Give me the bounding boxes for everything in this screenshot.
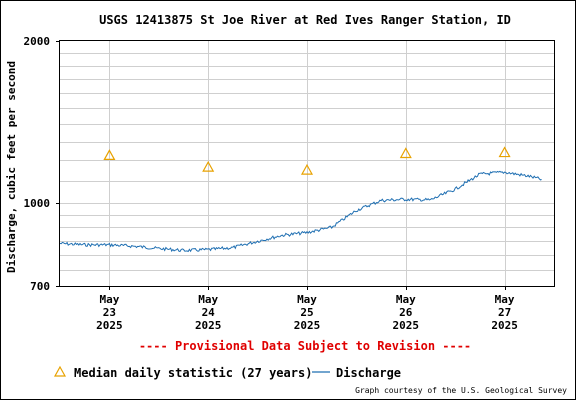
- x-tick-label: 25: [300, 306, 313, 319]
- x-tick-label: 2025: [96, 319, 123, 332]
- x-tick-label: May: [198, 293, 218, 306]
- median-series: [103, 146, 511, 175]
- legend-triangle-icon: [53, 365, 67, 377]
- grid: [60, 41, 554, 286]
- legend-median-label: Median daily statistic (27 years): [74, 366, 312, 380]
- x-tick-label: 26: [399, 306, 413, 319]
- median-triangle-marker: [498, 146, 511, 158]
- x-tick-labels: May232025May242025May252025May262025May2…: [96, 286, 518, 332]
- median-triangle-marker: [103, 149, 116, 161]
- x-tick-label: May: [495, 293, 515, 306]
- x-tick-label: May: [396, 293, 416, 306]
- y-axis-label: Discharge, cubic feet per second: [5, 61, 18, 273]
- y-tick-labels: 2000 1000 700: [24, 35, 60, 293]
- provisional-note: ---- Provisional Data Subject to Revisio…: [139, 339, 471, 353]
- x-tick-label: 2025: [294, 319, 321, 332]
- discharge-series: [59, 170, 542, 253]
- x-tick-label: 23: [103, 306, 116, 319]
- credit-text: Graph courtesy of the U.S. Geological Su…: [355, 386, 567, 395]
- y-tick-label: 1000: [24, 197, 51, 210]
- x-tick-label: May: [297, 293, 317, 306]
- legend-discharge-label: Discharge: [336, 366, 401, 380]
- x-tick-label: 27: [498, 306, 511, 319]
- discharge-line: [59, 170, 542, 253]
- x-tick-label: 2025: [393, 319, 420, 332]
- x-tick-label: 24: [202, 306, 216, 319]
- median-triangle-marker: [399, 147, 412, 159]
- y-tick-label: 700: [30, 280, 50, 293]
- y-tick-label: 2000: [24, 35, 51, 48]
- plot-frame: [59, 40, 555, 287]
- chart-title: USGS 12413875 St Joe River at Red Ives R…: [99, 13, 511, 27]
- legend: Median daily statistic (27 years) Discha…: [53, 365, 401, 380]
- x-tick-label: May: [99, 293, 119, 306]
- median-triangle-marker: [300, 163, 314, 175]
- x-tick-label: 2025: [491, 319, 518, 332]
- x-tick-label: 2025: [195, 319, 222, 332]
- median-triangle-marker: [202, 160, 215, 172]
